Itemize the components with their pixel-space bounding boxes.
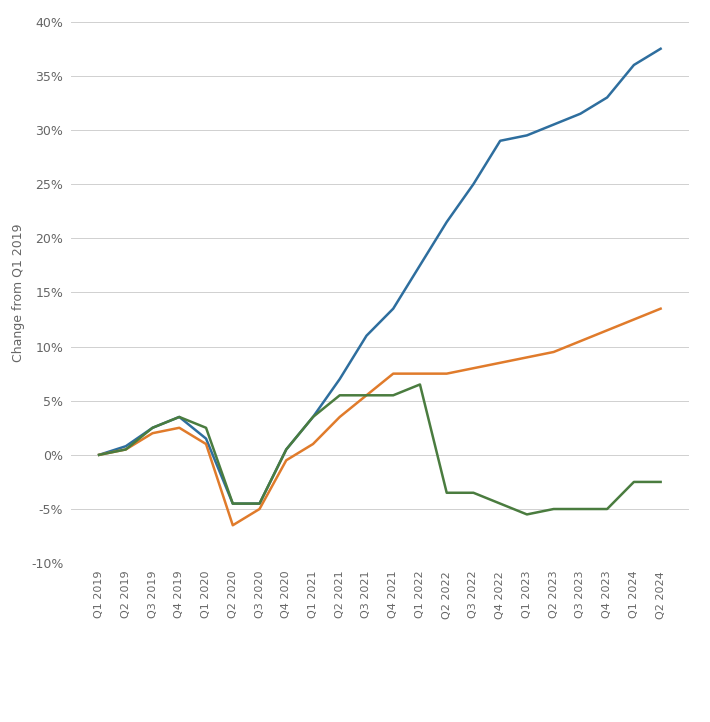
Nominal GDP xyxy=(550,121,558,129)
Nominal GDP xyxy=(603,93,611,102)
Real GDP xyxy=(362,391,371,400)
Adjusted Real GDP xyxy=(362,391,371,400)
Line: Adjusted Real GDP: Adjusted Real GDP xyxy=(99,384,660,514)
Adjusted Real GDP xyxy=(469,488,478,497)
Nominal GDP xyxy=(576,110,584,118)
Nominal GDP xyxy=(95,451,104,459)
Line: Nominal GDP: Nominal GDP xyxy=(99,49,660,504)
Real GDP xyxy=(148,429,157,438)
Adjusted Real GDP xyxy=(603,505,611,513)
Nominal GDP xyxy=(336,375,344,383)
Real GDP xyxy=(282,456,290,465)
Adjusted Real GDP xyxy=(442,488,451,497)
Adjusted Real GDP xyxy=(523,510,531,518)
Real GDP xyxy=(523,353,531,362)
Real GDP xyxy=(415,369,424,378)
Nominal GDP xyxy=(256,500,264,508)
Adjusted Real GDP xyxy=(630,478,638,487)
Real GDP xyxy=(442,369,451,378)
Real GDP xyxy=(576,336,584,345)
Real GDP xyxy=(175,423,184,432)
Nominal GDP xyxy=(362,331,371,340)
Adjusted Real GDP xyxy=(656,478,665,487)
Nominal GDP xyxy=(229,500,237,508)
Real GDP xyxy=(496,359,504,367)
Line: Real GDP: Real GDP xyxy=(99,309,660,526)
Real GDP xyxy=(95,451,104,459)
Real GDP xyxy=(389,369,398,378)
Real GDP xyxy=(229,521,237,530)
Nominal GDP xyxy=(282,445,290,454)
Adjusted Real GDP xyxy=(389,391,398,400)
Adjusted Real GDP xyxy=(576,505,584,513)
Adjusted Real GDP xyxy=(256,500,264,508)
Real GDP xyxy=(336,413,344,422)
Real GDP xyxy=(256,505,264,513)
Real GDP xyxy=(309,440,317,448)
Nominal GDP xyxy=(656,45,665,53)
Nominal GDP xyxy=(309,413,317,422)
Adjusted Real GDP xyxy=(336,391,344,400)
Real GDP xyxy=(603,326,611,335)
Real GDP xyxy=(469,364,478,373)
Real GDP xyxy=(121,445,130,454)
Nominal GDP xyxy=(415,261,424,270)
Nominal GDP xyxy=(148,423,157,432)
Nominal GDP xyxy=(121,442,130,451)
Nominal GDP xyxy=(442,218,451,227)
Nominal GDP xyxy=(175,413,184,422)
Adjusted Real GDP xyxy=(95,451,104,459)
Nominal GDP xyxy=(469,180,478,188)
Nominal GDP xyxy=(389,305,398,313)
Adjusted Real GDP xyxy=(550,505,558,513)
Adjusted Real GDP xyxy=(121,445,130,454)
Adjusted Real GDP xyxy=(175,413,184,422)
Adjusted Real GDP xyxy=(309,413,317,422)
Nominal GDP xyxy=(630,61,638,69)
Adjusted Real GDP xyxy=(202,423,210,432)
Adjusted Real GDP xyxy=(148,423,157,432)
Real GDP xyxy=(550,348,558,357)
Adjusted Real GDP xyxy=(496,500,504,508)
Adjusted Real GDP xyxy=(415,380,424,388)
Real GDP xyxy=(630,315,638,323)
Nominal GDP xyxy=(523,131,531,140)
Real GDP xyxy=(202,440,210,448)
Adjusted Real GDP xyxy=(282,445,290,454)
Y-axis label: Change from Q1 2019: Change from Q1 2019 xyxy=(13,223,26,362)
Nominal GDP xyxy=(202,434,210,443)
Nominal GDP xyxy=(496,136,504,145)
Adjusted Real GDP xyxy=(229,500,237,508)
Real GDP xyxy=(656,305,665,313)
